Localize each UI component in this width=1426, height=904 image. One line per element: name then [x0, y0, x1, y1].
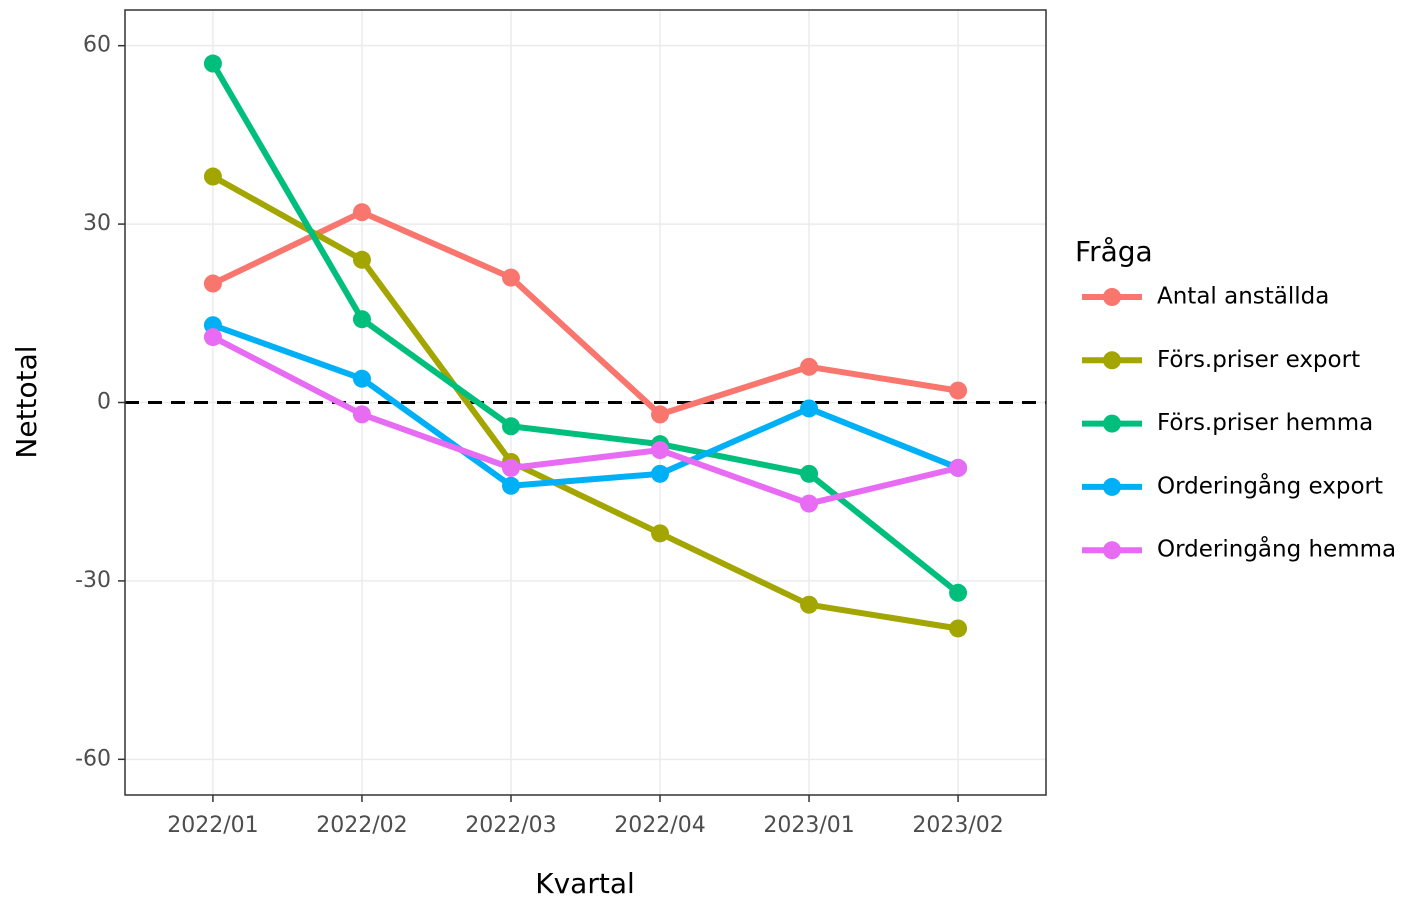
data-point: [352, 250, 371, 269]
legend-label: Förs.priser export: [1157, 347, 1360, 373]
y-axis-label: Nettotal: [10, 345, 43, 458]
y-tick-label: 30: [83, 211, 111, 236]
legend-marker: [1103, 351, 1121, 370]
legend-marker: [1103, 477, 1121, 496]
y-tick-label: 0: [97, 390, 111, 415]
data-point: [651, 464, 670, 483]
data-point: [800, 494, 819, 513]
x-tick-label: 2022/04: [614, 813, 705, 838]
data-point: [501, 458, 520, 477]
data-point: [800, 464, 819, 483]
x-tick-label: 2022/02: [316, 813, 407, 838]
data-point: [352, 405, 371, 424]
data-point: [949, 583, 968, 602]
data-point: [501, 268, 520, 287]
legend-marker: [1103, 414, 1121, 433]
data-point: [651, 405, 670, 424]
y-tick-label: 60: [83, 33, 111, 58]
y-tick-label: -60: [75, 746, 111, 771]
data-point: [949, 458, 968, 477]
x-axis-label: Kvartal: [535, 867, 635, 900]
legend-label: Orderingång hemma: [1157, 535, 1396, 563]
data-point: [203, 167, 222, 186]
data-point: [651, 441, 670, 460]
series-line: [211, 334, 959, 507]
data-point: [501, 476, 520, 495]
legend-label: Antal anställda: [1157, 284, 1329, 310]
x-tick-label: 2022/03: [465, 813, 556, 838]
legend-marker: [1103, 541, 1121, 560]
data-point: [800, 357, 819, 376]
x-tick-label: 2022/01: [167, 813, 258, 838]
x-tick-label: 2023/01: [763, 813, 854, 838]
data-point: [949, 381, 968, 400]
x-tick-label: 2023/02: [912, 813, 1003, 838]
series-line: [211, 209, 959, 418]
data-point: [352, 203, 371, 222]
plot-border: [124, 9, 1047, 796]
data-point: [203, 328, 222, 347]
series-line: [211, 173, 959, 632]
series-line: [210, 62, 960, 596]
y-tick-label: -30: [75, 568, 111, 593]
series-line: [211, 322, 960, 489]
data-point: [352, 310, 371, 329]
legend-label: Orderingång export: [1157, 471, 1383, 499]
legend-label: Förs.priser hemma: [1157, 410, 1373, 436]
data-point: [203, 54, 222, 73]
legend-title: Fråga: [1075, 235, 1153, 268]
data-point: [800, 399, 819, 418]
data-point: [949, 619, 968, 638]
legend-marker: [1103, 288, 1121, 306]
data-point: [800, 595, 819, 614]
data-point: [501, 417, 520, 436]
data-point: [203, 274, 222, 293]
data-point: [651, 524, 670, 543]
data-point: [352, 369, 371, 388]
